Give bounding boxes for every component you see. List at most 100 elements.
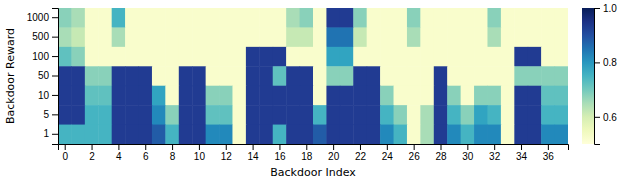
axis-line xyxy=(52,9,59,145)
cell xyxy=(326,86,340,106)
tick-line xyxy=(118,144,119,150)
cell xyxy=(353,47,367,67)
tick: 30 xyxy=(462,144,474,162)
cell xyxy=(273,27,287,47)
tick: 26 xyxy=(409,144,421,162)
cell xyxy=(259,27,273,47)
cell xyxy=(313,66,327,86)
cell xyxy=(206,47,220,67)
cell xyxy=(394,86,408,106)
tick-label: 30 xyxy=(462,151,474,162)
cell xyxy=(420,8,434,28)
tick-label: 24 xyxy=(382,151,394,162)
cell xyxy=(326,66,340,86)
cell xyxy=(555,66,568,86)
cell xyxy=(367,86,381,106)
cell xyxy=(528,105,542,125)
cell xyxy=(447,125,461,144)
cell xyxy=(192,8,206,28)
cell xyxy=(555,86,568,106)
cell xyxy=(394,105,408,125)
tick-label: 0.8 xyxy=(603,57,617,68)
tick-label: 6 xyxy=(143,151,149,162)
cell xyxy=(394,47,408,67)
tick-label: 1.0 xyxy=(603,3,617,14)
tick: 5 xyxy=(43,109,58,120)
cell xyxy=(192,125,206,144)
tick-label: 5 xyxy=(43,109,49,120)
y-axis-title: Backdoor Reward xyxy=(4,28,17,124)
cell xyxy=(420,27,434,47)
cell xyxy=(514,27,528,47)
cell xyxy=(58,66,72,86)
cell xyxy=(85,8,99,28)
tick-line xyxy=(172,144,173,150)
cell xyxy=(380,47,394,67)
tick: 24 xyxy=(382,144,394,162)
cell xyxy=(474,8,488,28)
cell xyxy=(219,105,233,125)
cell xyxy=(58,27,72,47)
tick-line xyxy=(521,144,522,150)
tick: 1.0 xyxy=(594,3,617,14)
cell xyxy=(367,66,381,86)
cell xyxy=(407,105,421,125)
cell xyxy=(340,47,354,67)
cell xyxy=(434,47,448,67)
cell xyxy=(300,86,314,106)
tick: 34 xyxy=(516,144,528,162)
cell xyxy=(259,47,273,67)
cell xyxy=(232,27,246,47)
tick: 2 xyxy=(89,144,95,162)
cell xyxy=(326,27,340,47)
tick-line xyxy=(279,144,280,150)
tick-label: 26 xyxy=(409,151,421,162)
cell xyxy=(165,27,179,47)
cell xyxy=(71,125,85,144)
tick-line xyxy=(441,144,442,150)
cell xyxy=(273,105,287,125)
cell xyxy=(461,66,475,86)
cell xyxy=(165,8,179,28)
cell xyxy=(206,125,220,144)
tick-label: 36 xyxy=(543,151,555,162)
cell xyxy=(407,27,421,47)
cell xyxy=(85,66,99,86)
cell xyxy=(501,105,515,125)
cell xyxy=(326,47,340,67)
cell xyxy=(407,86,421,106)
cell xyxy=(246,8,260,28)
cell xyxy=(286,27,300,47)
cell xyxy=(394,8,408,28)
cell xyxy=(206,105,220,125)
cell xyxy=(152,86,166,106)
cell xyxy=(179,8,193,28)
tick: 0 xyxy=(62,144,68,162)
cell xyxy=(85,105,99,125)
tick-line xyxy=(52,95,58,96)
tick: 0.6 xyxy=(594,112,617,123)
cell xyxy=(313,86,327,106)
cell xyxy=(514,86,528,106)
cell xyxy=(501,66,515,86)
cell xyxy=(326,125,340,144)
cell xyxy=(340,66,354,86)
cell xyxy=(58,105,72,125)
cell xyxy=(340,27,354,47)
cell xyxy=(165,125,179,144)
colorbar-gradient xyxy=(582,8,594,144)
tick-label: 10 xyxy=(38,90,50,101)
tick: 4 xyxy=(116,144,122,162)
cell xyxy=(112,66,126,86)
cell xyxy=(541,66,555,86)
tick-label: 18 xyxy=(301,151,313,162)
tick-label: 2 xyxy=(89,151,95,162)
cell xyxy=(514,8,528,28)
tick-label: 34 xyxy=(516,151,528,162)
cell xyxy=(219,125,233,144)
cell xyxy=(179,66,193,86)
cell xyxy=(340,8,354,28)
tick: 32 xyxy=(489,144,501,162)
cell xyxy=(434,27,448,47)
cell xyxy=(152,27,166,47)
